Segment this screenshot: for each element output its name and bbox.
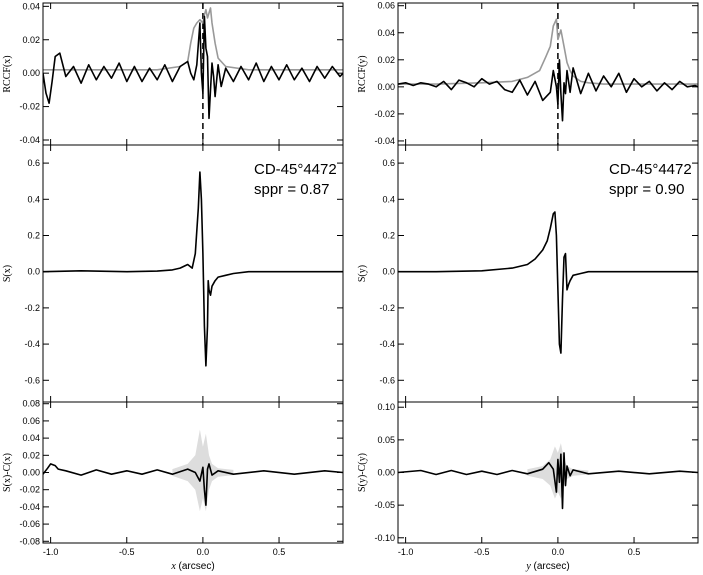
residual-plot-area [398,443,698,510]
y-tick-label: 0.02 [22,450,40,460]
y-tick-label: 0.4 [382,194,395,204]
x-axis-label: x (arcsec) [170,561,214,572]
rccf-series-line [398,59,698,122]
rccf-reference-line [43,7,343,71]
y-tick-label: 0.00 [377,82,395,92]
left-residual-panel: -0.08 -0.06 -0.04 -0.02 0.00 0.02 0.04 0.06 0.08… [2,399,344,546]
x-axis-label: y (arcsec) [525,561,569,572]
signal-series-line [43,171,343,367]
y-tick-label: 0.04 [22,433,40,443]
y-tick-label: 0.04 [377,28,395,38]
y-tick-label: 0.05 [377,435,395,445]
y-tick-label: 0.02 [22,35,40,45]
left-signal-panel: -0.6 -0.4 -0.2 0.0 0.2 0.4 0.6 S(x) CD-45°4472 sp… [2,144,344,403]
y-tick-label: 0.0 [382,267,395,277]
object-name-label: CD-45°4472 [609,161,692,178]
object-name-label: CD-45°4472 [254,161,337,178]
y-tick-label: 0.00 [22,68,40,78]
rccf-reference-line [398,18,698,85]
sppr-value-label: sppr = 0.87 [254,181,329,198]
x-tick-label: 0.0 [197,547,210,557]
rccf-plot-area [43,3,343,145]
x-tick-label: -1.0 [43,547,59,557]
right-rccf-panel: -0.04 -0.02 0.00 0.02 0.04 0.06 RCCF(y) [357,1,699,146]
x-axis-variable: y [525,561,531,572]
residual-series-line [398,452,698,510]
y-tick-label: 0.2 [27,230,40,240]
y-tick-label: -0.04 [374,136,395,146]
y-tick-label: -0.2 [24,303,40,313]
panel-frame [397,2,699,146]
y-tick-label: 0.02 [377,55,395,65]
y-tick-label: -0.6 [24,375,40,385]
y-tick-label: -0.06 [19,519,40,529]
y-tick-label: 0.6 [27,158,40,168]
y-tick-label: -0.4 [379,339,395,349]
y-tick-label: 0.00 [377,468,395,478]
x-tick-label: -0.5 [474,547,490,557]
x-axis-unit: (arcsec) [176,561,215,572]
x-tick-label: -1.0 [398,547,414,557]
residual-series-line [43,463,343,506]
y-tick-label: -0.4 [24,339,40,349]
x-axis-variable: x [170,561,176,572]
rccf-series-line [43,15,343,120]
x-tick-label: -0.5 [119,547,135,557]
y-axis-label: S(y) [357,265,368,282]
y-axis-label: RCCF(x) [2,55,13,92]
y-tick-label: -0.02 [374,109,395,119]
y-axis-label: S(x)-C(x) [2,453,13,492]
signal-plot-area [398,211,698,354]
y-tick-label: 0.2 [382,230,395,240]
y-tick-label: -0.6 [379,375,395,385]
y-tick-label: -0.02 [19,485,40,495]
y-tick-label: 0.04 [22,1,40,11]
y-axis-label: RCCF(y) [357,55,368,92]
y-tick-label: 0.0 [27,267,40,277]
y-tick-label: 0.10 [377,402,395,412]
y-tick-label: -0.2 [379,303,395,313]
y-axis-label: S(y)-C(y) [357,453,368,492]
y-tick-label: 0.08 [22,399,40,409]
sppr-value-label: sppr = 0.90 [609,181,684,198]
y-tick-label: -0.02 [19,102,40,112]
x-tick-label: 0.5 [628,547,641,557]
signal-series-line [398,211,698,354]
x-tick-label: 0.5 [273,547,286,557]
y-tick-label: 0.4 [27,194,40,204]
signal-plot-area [43,171,343,367]
x-tick-label: 0.0 [552,547,565,557]
y-axis-label: S(x) [2,265,13,282]
y-tick-label: -0.08 [19,536,40,546]
y-tick-label: -0.10 [374,533,395,543]
residual-plot-area [43,429,343,512]
y-tick-label: -0.05 [374,500,395,510]
x-axis-unit: (arcsec) [531,561,570,572]
y-tick-label: 0.06 [377,1,395,11]
right-signal-panel: -0.6 -0.4 -0.2 0.0 0.2 0.4 0.6 S(y) CD-45°4472 sp… [357,144,699,403]
y-tick-label: -0.04 [19,135,40,145]
y-tick-label: 0.6 [382,158,395,168]
y-tick-label: -0.04 [19,502,40,512]
y-tick-label: 0.00 [22,468,40,478]
y-tick-label: 0.06 [22,416,40,426]
right-residual-panel: -0.10 -0.05 0.00 0.05 0.10 S(y)-C(y) [357,401,699,544]
rccf-plot-area [398,3,698,145]
left-rccf-panel: -0.04 -0.02 0.00 0.02 0.04 RCCF(x) [2,1,344,146]
